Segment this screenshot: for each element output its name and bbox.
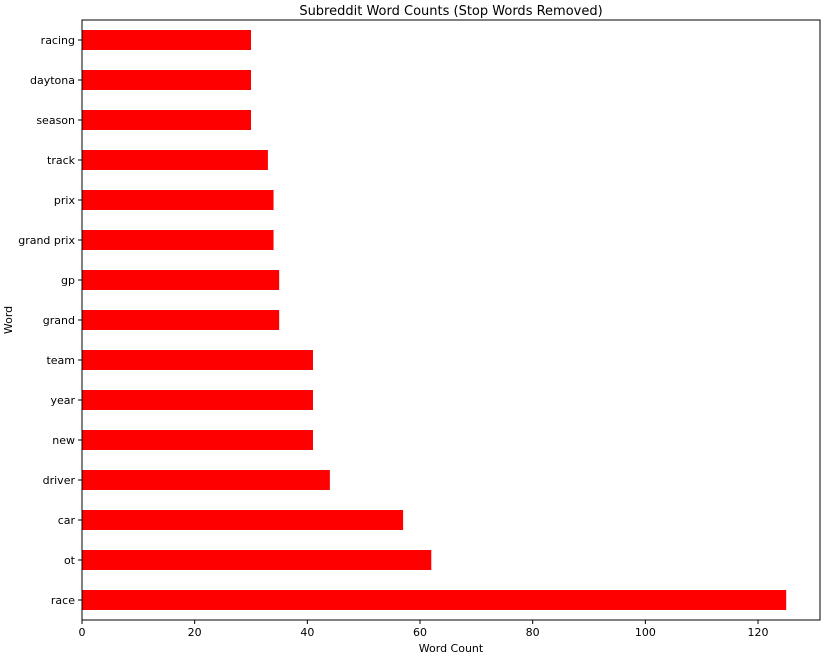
y-axis-label: Word: [2, 306, 15, 334]
y-tick-label: daytona: [30, 74, 75, 87]
y-tick-label: gp: [61, 274, 75, 287]
y-tick-label: ot: [64, 554, 76, 567]
bar: [82, 70, 252, 90]
bar: [82, 510, 404, 530]
y-tick-label: prix: [54, 194, 76, 207]
bar: [82, 150, 268, 170]
bar: [82, 310, 280, 330]
y-tick-label: car: [58, 514, 76, 527]
bar: [82, 190, 274, 210]
x-axis-ticks: 0 20 40 60 80 100 120: [79, 620, 769, 639]
y-tick-label: track: [47, 154, 76, 167]
plot-frame: [81, 19, 821, 621]
bar: [82, 550, 432, 570]
x-tick-label: 120: [748, 626, 769, 639]
chart-title: Subreddit Word Counts (Stop Words Remove…: [299, 4, 602, 19]
y-tick-label: driver: [43, 474, 76, 487]
x-tick-label: 100: [635, 626, 656, 639]
y-tick-label: grand prix: [18, 234, 75, 247]
y-tick-label: season: [36, 114, 75, 127]
bar: [82, 110, 252, 130]
bar: [82, 470, 330, 490]
y-tick-label: race: [51, 594, 75, 607]
bar: [82, 430, 313, 450]
bars-group: [82, 30, 787, 610]
x-tick-label: 20: [188, 626, 202, 639]
bar: [82, 390, 313, 410]
x-tick-label: 80: [526, 626, 540, 639]
y-tick-label: grand: [43, 314, 75, 327]
x-tick-label: 60: [413, 626, 427, 639]
y-tick-label: year: [50, 394, 75, 407]
bar: [82, 590, 787, 610]
x-axis-label: Word Count: [419, 642, 484, 655]
bar: [82, 230, 274, 250]
bar: [82, 30, 252, 50]
y-axis-ticks: race ot car driver new year team grand gp grand p…: [18, 34, 82, 607]
y-tick-label: team: [46, 354, 75, 367]
bar: [82, 350, 313, 370]
y-tick-label: new: [52, 434, 75, 447]
x-tick-label: 0: [79, 626, 86, 639]
bar: [82, 270, 280, 290]
x-tick-label: 40: [300, 626, 314, 639]
y-tick-label: racing: [41, 34, 75, 47]
